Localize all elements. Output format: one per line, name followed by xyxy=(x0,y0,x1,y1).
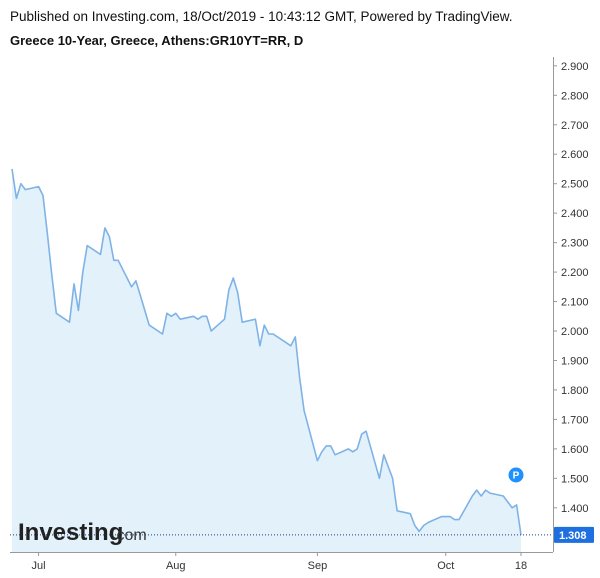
y-tick-label: 1.900 xyxy=(561,355,589,367)
x-tick-label: Aug xyxy=(166,560,186,572)
y-tick-label: 1.500 xyxy=(561,473,589,485)
investing-logo: Investing .com xyxy=(18,519,147,546)
y-tick-label: 2.300 xyxy=(561,238,589,250)
y-tick-label: 1.400 xyxy=(561,503,589,515)
y-tick-label: 2.000 xyxy=(561,326,589,338)
p-marker-label: P xyxy=(513,471,520,482)
y-tick-label: 2.400 xyxy=(561,208,589,220)
y-tick-label: 2.900 xyxy=(561,61,589,73)
y-tick-label: 2.700 xyxy=(561,120,589,132)
p-marker-icon xyxy=(508,467,524,483)
y-tick-label: 2.200 xyxy=(561,267,589,279)
logo-text: Investing xyxy=(18,519,123,546)
last-value-tag xyxy=(554,526,594,543)
y-tick-label: 2.600 xyxy=(561,149,589,161)
last-value-label: 1.308 xyxy=(559,530,587,542)
series-line xyxy=(11,168,522,536)
y-tick-label: 2.500 xyxy=(561,179,589,191)
y-tick-label: 1.600 xyxy=(561,444,589,456)
x-tick-label: Oct xyxy=(437,560,454,572)
logo-suffix: .com xyxy=(112,527,147,544)
published-note: Published on Investing.com, 18/Oct/2019 … xyxy=(10,9,513,24)
y-tick-label: 2.100 xyxy=(561,297,589,309)
y-tick-label: 1.800 xyxy=(561,385,589,397)
x-tick-label: Jul xyxy=(32,560,46,572)
plot-layer xyxy=(10,168,553,552)
y-tick-label: 1.700 xyxy=(561,414,589,426)
x-tick-label: 18 xyxy=(515,560,527,572)
x-tick-label: Sep xyxy=(308,560,328,572)
y-tick-label: 2.800 xyxy=(561,90,589,102)
axis-layer: 2.900 2.800 2.700 2.600 2.500 2.400 2.300 2.200… xyxy=(10,57,594,572)
series-area-fill xyxy=(12,169,521,552)
chart-title: Greece 10-Year, Greece, Athens:GR10YT=RR… xyxy=(10,33,304,48)
